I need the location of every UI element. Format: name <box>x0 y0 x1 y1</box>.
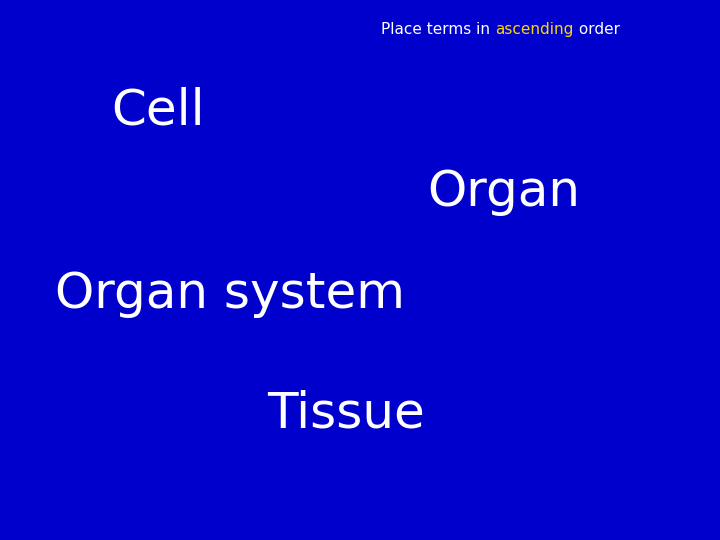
Text: Place terms in: Place terms in <box>382 22 495 37</box>
Text: Organ system: Organ system <box>55 271 405 318</box>
Text: Cell: Cell <box>112 87 205 134</box>
Text: Organ: Organ <box>428 168 580 215</box>
Text: Tissue: Tissue <box>266 389 425 437</box>
Text: ascending: ascending <box>495 22 574 37</box>
Text: order: order <box>574 22 619 37</box>
